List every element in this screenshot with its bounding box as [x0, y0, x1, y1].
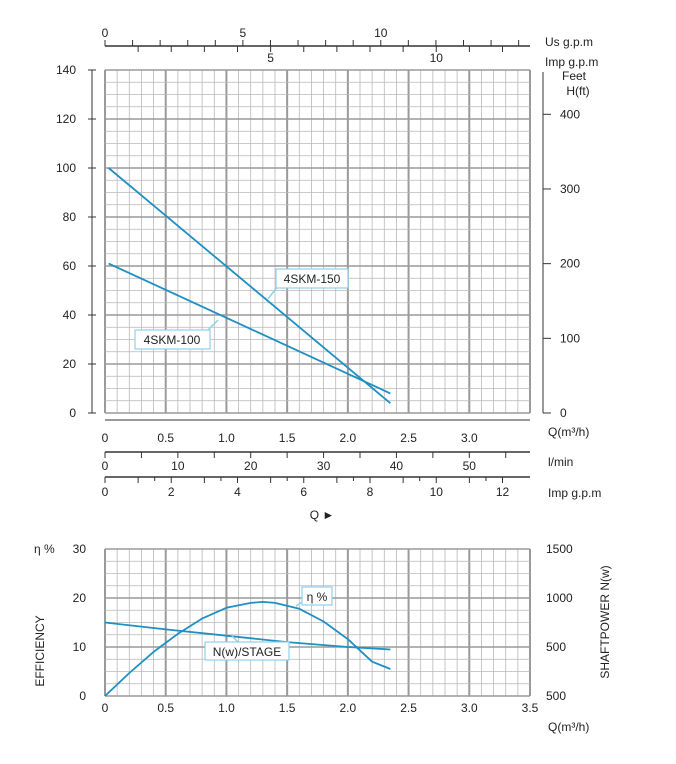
- head-right-tick-label: 100: [560, 331, 580, 345]
- top-axis-label-imp-gpm: Imp g.p.m: [545, 55, 598, 69]
- head-x-axis-label: Q(m³/h): [548, 425, 589, 439]
- head-right-tick-label: 300: [560, 182, 580, 196]
- bottom-lmin-tick-label: 10: [171, 459, 185, 473]
- eff-x-tick-label: 0: [102, 701, 109, 715]
- top-imp-tick-label: 5: [267, 51, 274, 65]
- bottom-imp-tick-label: 10: [430, 485, 444, 499]
- bottom-lmin-tick-label: 30: [317, 459, 331, 473]
- bottom-lmin-tick-label: 0: [102, 459, 109, 473]
- curve-shaft-power: [104, 621, 391, 651]
- curve-efficiency: [104, 601, 391, 697]
- head-left-tick-label: 20: [63, 357, 77, 371]
- q-flow-label: Q ►: [310, 508, 335, 522]
- bottom-axis-label-lmin: l/min: [548, 455, 573, 469]
- bottom-imp-tick-label: 4: [234, 485, 241, 499]
- bottom-imp-tick-label: 12: [496, 485, 510, 499]
- right-axis-title-feet: Feet: [562, 69, 587, 83]
- eff-left-tick-label: 20: [73, 591, 87, 605]
- bottom-lmin-tick-label: 20: [244, 459, 258, 473]
- eff-right-tick-label: 500: [546, 640, 566, 654]
- eff-x-tick-label: 2.0: [340, 701, 357, 715]
- head-x-tick-label: 2.0: [340, 431, 357, 445]
- series-label-box-nw-stage: [204, 641, 290, 661]
- bottom-imp-tick-label: 2: [168, 485, 175, 499]
- efficiency-chart-grid: 0 10 20 30 500 500 1000 1500 0 0.5 1.0 1.5 2.0 2.5 3.0…: [73, 542, 573, 715]
- bottom-imp-tick-label: 6: [300, 485, 307, 499]
- head-left-tick-label: 140: [56, 63, 76, 77]
- head-left-tick-label: 100: [56, 161, 76, 175]
- efficiency-axis-title: EFFICIENCY: [33, 615, 47, 686]
- right-axis-title-hft: H(ft): [566, 84, 589, 98]
- head-left-tick-label: 60: [63, 259, 77, 273]
- head-left-tick-label: 0: [69, 406, 76, 420]
- head-left-tick-label: 80: [63, 210, 77, 224]
- head-x-tick-label: 2.5: [400, 431, 417, 445]
- eff-left-tick-label: 30: [73, 542, 87, 556]
- eff-x-tick-label: 2.5: [400, 701, 417, 715]
- series-label-box-4skm100: [134, 329, 211, 350]
- top-us-tick-label: 5: [240, 26, 247, 40]
- top-axis-label-us-gpm: Us g.p.m: [545, 35, 593, 49]
- shaftpower-axis-title: SHAFTPOWER N(w): [598, 565, 612, 678]
- eff-x-tick-label: 3.0: [461, 701, 478, 715]
- series-label-box-4skm150: [275, 268, 349, 289]
- top-us-tick-label: 0: [102, 26, 109, 40]
- top-imp-tick-label: 10: [430, 51, 444, 65]
- series-label-4skm100: 4SKM-100: [144, 333, 201, 347]
- series-label-4skm150: 4SKM-150: [284, 272, 341, 286]
- eff-x-tick-label: 0.5: [157, 701, 174, 715]
- eff-left-tick-label: 0: [79, 689, 86, 703]
- head-x-tick-label: 0.5: [157, 431, 174, 445]
- head-left-tick-label: 120: [56, 112, 76, 126]
- head-x-tick-label: 0: [102, 431, 109, 445]
- head-left-tick-label: 40: [63, 308, 77, 322]
- curve-4skm150: [108, 167, 391, 404]
- head-x-tick-label: 1.0: [218, 431, 235, 445]
- eff-x-tick-label: 1.0: [218, 701, 235, 715]
- efficiency-x-axis-label: Q(m³/h): [548, 720, 589, 734]
- head-right-tick-label: 400: [560, 107, 580, 121]
- bottom-imp-tick-label: 8: [367, 485, 374, 499]
- head-right-tick-label: 0: [560, 406, 567, 420]
- bottom-imp-tick-label: 0: [102, 485, 109, 499]
- series-label-nw-stage: N(w)/STAGE: [213, 645, 281, 659]
- eff-right-tick-label: 500: [546, 689, 566, 703]
- head-x-tick-label: 3.0: [461, 431, 478, 445]
- curve-4skm100: [108, 262, 391, 395]
- top-us-tick-label: 10: [374, 26, 388, 40]
- bottom-lmin-tick-label: 50: [463, 459, 477, 473]
- bottom-lmin-tick-label: 40: [390, 459, 404, 473]
- eff-right-tick-label: 1000: [546, 591, 573, 605]
- head-right-tick-label: 200: [560, 257, 580, 271]
- efficiency-unit-label: η %: [34, 542, 55, 556]
- bottom-axis-label-imp-gpm: Imp g.p.m: [548, 486, 601, 500]
- series-label-eta: η %: [307, 590, 328, 604]
- eff-right-tick-label: 1500: [546, 542, 573, 556]
- eff-left-tick-label: 10: [73, 640, 87, 654]
- eff-x-tick-label: 1.5: [279, 701, 296, 715]
- series-label-box-eta: [301, 586, 333, 606]
- head-x-tick-label: 1.5: [279, 431, 296, 445]
- eff-x-tick-label: 3.5: [522, 701, 539, 715]
